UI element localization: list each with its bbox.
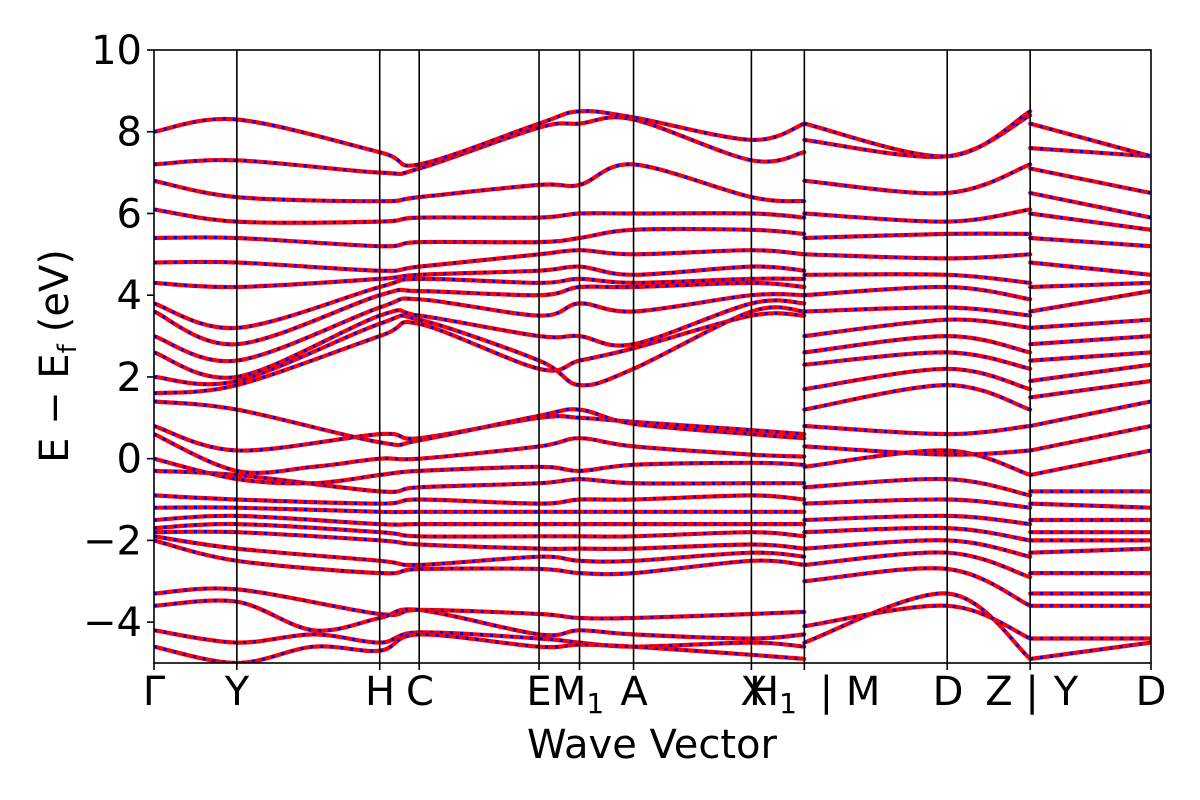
y-axis-title-unit: (eV) — [32, 249, 78, 332]
band-75-blue — [1030, 281, 1151, 289]
band-38-blue — [804, 448, 1031, 477]
band-69-blue — [1029, 379, 1151, 399]
band-23-blue — [154, 248, 805, 273]
band-70-blue — [1029, 363, 1151, 383]
band-60-blue — [1030, 547, 1151, 555]
band-73-blue — [1030, 318, 1151, 330]
band-51-blue — [804, 207, 1031, 224]
band-16-red — [154, 311, 807, 396]
band-42-blue — [804, 367, 1031, 391]
band-4-red — [154, 538, 807, 577]
y-axis-title: E − Ef (eV) — [32, 249, 83, 463]
band-5-blue — [154, 534, 805, 567]
plot-frame — [153, 49, 1152, 664]
ytick-label-1: −2 — [83, 518, 142, 564]
band-68-blue — [1029, 399, 1151, 428]
band-22-blue — [154, 264, 805, 289]
band-25-blue — [154, 207, 805, 225]
ytick-label-0: −4 — [83, 600, 142, 646]
band-71-blue — [1030, 350, 1151, 363]
band-45-blue — [804, 317, 1031, 338]
band-76-blue — [1030, 260, 1151, 277]
band-24-blue — [154, 227, 805, 248]
band-13-red — [154, 432, 807, 475]
band-72-blue — [1030, 334, 1151, 346]
band-17-red — [154, 305, 807, 388]
band-31-blue — [804, 566, 1031, 608]
band-39-blue — [804, 444, 1031, 457]
bands-layer — [154, 108, 1151, 663]
band-26-blue — [154, 162, 805, 203]
band-0-blue — [154, 586, 805, 621]
band-12-blue — [154, 457, 805, 486]
xtick-label-0: Γ — [143, 669, 166, 715]
xtick-label-13: D — [1136, 669, 1167, 715]
xtick-label-12: Y — [1053, 669, 1079, 715]
band-67-blue — [1029, 424, 1151, 453]
ytick-label-6: 8 — [117, 110, 142, 156]
band-20-blue — [154, 281, 805, 346]
ytick-label-3: 2 — [117, 355, 142, 401]
kpoint-lines — [236, 50, 1031, 663]
band-7-blue — [154, 522, 805, 539]
band-33-blue — [804, 538, 1031, 559]
band-55-blue — [1029, 641, 1151, 661]
band-64-blue — [1030, 502, 1151, 510]
ytick-label-7: 10 — [91, 28, 142, 74]
ytick-label-4: 4 — [117, 273, 142, 319]
band-43-blue — [804, 350, 1031, 371]
band-47-blue — [804, 285, 1031, 301]
x-axis-ticks: Γ Y H C E M1 A XH1 | M D Z | Y D — [143, 663, 1167, 720]
y-axis-title-subscript: f — [53, 343, 83, 353]
band-44-blue — [804, 334, 1031, 354]
band-32-blue — [804, 550, 1031, 579]
xtick-label-6: A — [620, 669, 648, 715]
ytick-label-2: 0 — [117, 437, 142, 483]
band-19-blue — [154, 292, 805, 363]
band-8-blue — [154, 514, 805, 527]
xtick-label-2: H — [365, 669, 395, 715]
band-28-red — [154, 108, 807, 168]
band-9-blue — [154, 505, 805, 514]
y-axis-title-main: E − E — [32, 353, 78, 463]
ytick-label-5: 6 — [117, 191, 142, 237]
band-11-blue — [154, 469, 805, 494]
band-10-blue — [154, 493, 805, 506]
y-axis-ticks: −4 −2 0 2 4 6 8 10 — [83, 28, 154, 646]
band-40-blue — [804, 424, 1031, 436]
band-18-blue — [154, 298, 805, 380]
band-27-blue — [154, 115, 805, 176]
band-52-blue — [804, 162, 1031, 195]
xtick-label-1: Y — [224, 669, 250, 715]
band-6-blue — [154, 530, 805, 551]
band-66-blue — [1029, 448, 1151, 477]
band-1-red — [154, 598, 807, 641]
band-3-red — [154, 632, 807, 663]
band-15-blue — [154, 399, 805, 447]
band-41-blue — [804, 383, 1031, 412]
band-78-blue — [1029, 211, 1151, 232]
xtick-label-7: X — [740, 669, 767, 715]
band-2-blue — [154, 628, 805, 649]
band-37-blue — [804, 477, 1031, 497]
xtick-label-9: | M — [820, 669, 881, 715]
xtick-label-5: M1 — [552, 669, 604, 720]
band-30-blue — [804, 604, 1031, 640]
band-80-blue — [1029, 166, 1151, 195]
xtick-label-11: Z | — [985, 669, 1039, 715]
band-82-blue — [1029, 122, 1151, 158]
xtick-label-4: E — [526, 669, 551, 715]
band-21-blue — [154, 276, 805, 330]
band-77-blue — [1030, 236, 1151, 248]
xtick-label-3: C — [406, 669, 434, 715]
xtick-label-8: H1 — [749, 669, 797, 720]
band-79-blue — [1029, 191, 1151, 220]
band-74-blue — [1029, 289, 1151, 314]
xtick-label-10: D — [933, 669, 964, 715]
x-axis-title: Wave Vector — [527, 722, 778, 768]
